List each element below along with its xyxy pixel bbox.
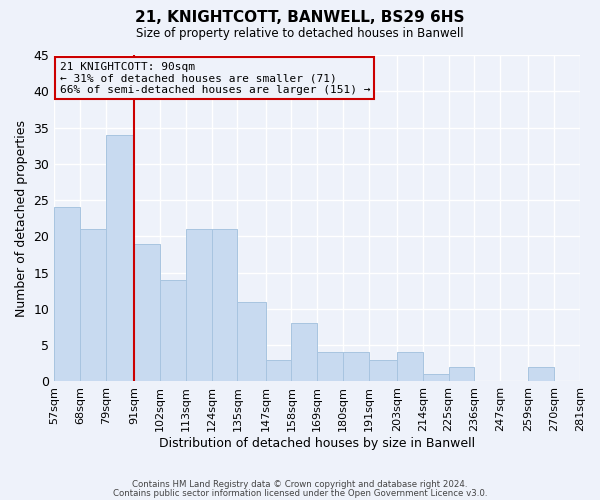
Bar — [106, 135, 134, 382]
Bar — [266, 360, 292, 382]
Text: Contains public sector information licensed under the Open Government Licence v3: Contains public sector information licen… — [113, 490, 487, 498]
Text: Size of property relative to detached houses in Banwell: Size of property relative to detached ho… — [136, 28, 464, 40]
Bar — [186, 229, 212, 382]
Text: Contains HM Land Registry data © Crown copyright and database right 2024.: Contains HM Land Registry data © Crown c… — [132, 480, 468, 489]
Bar — [343, 352, 369, 382]
Bar — [529, 367, 554, 382]
Bar — [212, 229, 238, 382]
Bar — [160, 280, 186, 382]
Text: 21 KNIGHTCOTT: 90sqm
← 31% of detached houses are smaller (71)
66% of semi-detac: 21 KNIGHTCOTT: 90sqm ← 31% of detached h… — [59, 62, 370, 94]
Y-axis label: Number of detached properties: Number of detached properties — [15, 120, 28, 316]
Bar — [54, 208, 80, 382]
Bar — [397, 352, 423, 382]
Bar — [134, 244, 160, 382]
Bar — [317, 352, 343, 382]
X-axis label: Distribution of detached houses by size in Banwell: Distribution of detached houses by size … — [159, 437, 475, 450]
Bar — [292, 324, 317, 382]
Bar — [369, 360, 397, 382]
Bar — [449, 367, 475, 382]
Bar — [238, 302, 266, 382]
Bar — [423, 374, 449, 382]
Bar — [80, 229, 106, 382]
Text: 21, KNIGHTCOTT, BANWELL, BS29 6HS: 21, KNIGHTCOTT, BANWELL, BS29 6HS — [135, 10, 465, 25]
